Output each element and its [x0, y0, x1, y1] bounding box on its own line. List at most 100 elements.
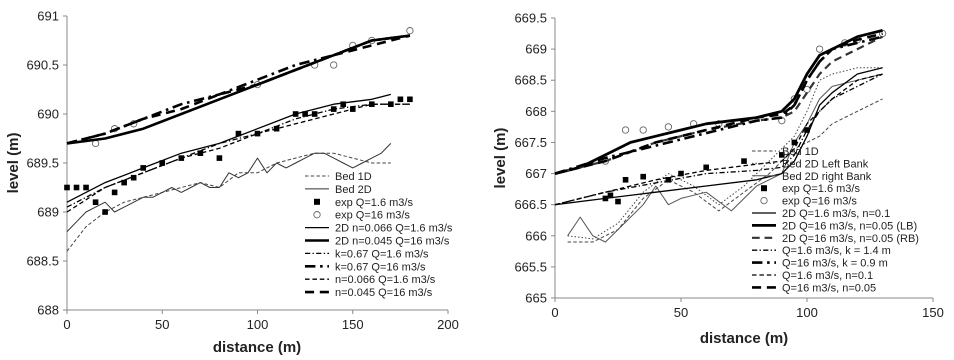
- legend-label: 2D n=0.066 Q=1.6 m3/s: [335, 223, 453, 235]
- series-line: [554, 73, 883, 206]
- legend-marker: [313, 211, 321, 219]
- y-tick-label: 689: [37, 205, 59, 220]
- y-tick-label: 666: [525, 228, 547, 243]
- data-point-square: [678, 170, 684, 177]
- y-tick-label: 667: [525, 166, 547, 181]
- legend-label: 2D n=0.045 Q=16 m3/s: [335, 236, 450, 248]
- legend-label: Bed 2D Left Bank: [782, 158, 869, 170]
- series-line: [66, 103, 410, 208]
- y-tick-label: 690: [37, 107, 59, 122]
- data-point-square: [216, 155, 223, 161]
- legend-marker: [760, 196, 768, 205]
- data-point-square: [779, 152, 785, 158]
- series-line: [554, 32, 883, 175]
- legend-label: n=0.066 Q=1.6 m3/s: [335, 274, 436, 286]
- legend-label: 2D Q=16 m3/s, n=0.05 (LB): [782, 220, 917, 232]
- legend-label: Q=16 m3/s, k = 0.9 m: [782, 258, 888, 270]
- data-point-square: [397, 96, 404, 103]
- legend-marker: [761, 185, 767, 192]
- legend-label: exp Q=16 m3/s: [782, 196, 857, 208]
- y-tick-label: 691: [37, 9, 59, 24]
- data-point-circle: [639, 126, 647, 134]
- data-point-circle: [406, 27, 414, 35]
- series-line: [554, 29, 883, 175]
- data-point-square: [640, 173, 646, 180]
- series-line: [66, 93, 391, 203]
- legend-label: exp Q=1.6 m3/s: [335, 197, 413, 209]
- x-tick-label: 150: [922, 305, 944, 320]
- x-tick-label: 0: [551, 305, 558, 320]
- data-point-square: [703, 164, 709, 171]
- y-tick-label: 668.5: [514, 73, 547, 88]
- data-point-square: [111, 189, 118, 196]
- series-line: [66, 103, 410, 213]
- x-tick-label: 0: [63, 317, 70, 332]
- series-line: [66, 34, 411, 145]
- data-point-circle: [621, 126, 630, 134]
- data-point-square: [791, 139, 798, 146]
- y-tick-label: 667.5: [514, 135, 547, 150]
- y-axis-title: level (m): [492, 128, 509, 189]
- data-point-circle: [815, 45, 824, 53]
- y-tick-label: 665.5: [514, 259, 547, 274]
- y-tick-label: 690.5: [26, 58, 59, 73]
- data-point-square: [330, 106, 337, 112]
- legend-label: Q=1.6 m3/s, k = 1.4 m: [782, 245, 891, 257]
- data-point-square: [159, 160, 166, 166]
- x-tick-label: 200: [437, 317, 459, 332]
- series-line: [66, 34, 411, 145]
- data-point-square: [369, 101, 375, 107]
- legend-label: Bed 1D: [335, 171, 372, 183]
- legend-label: Bed 1D: [782, 146, 819, 158]
- y-tick-label: 669.5: [514, 11, 547, 26]
- data-point-square: [340, 101, 347, 107]
- data-point-square: [92, 199, 99, 205]
- y-tick-label: 688: [37, 303, 59, 318]
- y-tick-label: 688.5: [26, 254, 59, 269]
- left-chart: 0 50 100 150 200 688 688.5 689 689.5 690 690.5 691 d…: [5, 9, 459, 357]
- data-point-circle: [664, 123, 673, 131]
- legend-label: Bed 2D: [335, 184, 372, 196]
- data-point-square: [64, 184, 70, 191]
- series-line: [567, 67, 883, 240]
- series-line: [554, 67, 883, 206]
- legend-label: k=0.67 Q=1.6 m3/s: [335, 248, 429, 260]
- data-point-square: [741, 158, 747, 164]
- x-axis-title: distance (m): [700, 330, 788, 347]
- legend-label: exp Q=1.6 m3/s: [782, 183, 860, 195]
- right-chart: 0 50 100 150 665 665.5 666 666.5 667 667.5 668 668.…: [492, 11, 944, 348]
- x-tick-label: 150: [342, 317, 364, 332]
- x-tick-label: 50: [155, 317, 169, 332]
- y-tick-label: 669: [525, 42, 547, 57]
- series-line: [554, 73, 883, 206]
- data-point-square: [622, 176, 629, 183]
- legend-label: exp Q=16 m3/s: [335, 210, 410, 222]
- x-axis-title: distance (m): [213, 339, 301, 356]
- y-tick-label: 689.5: [26, 156, 59, 171]
- series-line: [567, 98, 883, 243]
- y-tick-label: 665: [525, 291, 547, 306]
- data-point-square: [73, 184, 80, 191]
- legend-label: Q=16 m3/s, n=0.05: [782, 282, 876, 294]
- x-tick-label: 100: [796, 305, 818, 320]
- data-point-square: [130, 174, 137, 181]
- y-tick-label: 666.5: [514, 197, 547, 212]
- x-tick-label: 100: [247, 317, 269, 332]
- data-point-square: [615, 198, 621, 205]
- series-line: [554, 35, 883, 175]
- y-tick-label: 668: [525, 104, 547, 119]
- series-line: [554, 35, 884, 175]
- data-point-square: [607, 192, 614, 199]
- x-tick-label: 50: [674, 305, 688, 320]
- data-point-square: [121, 179, 127, 186]
- data-point-square: [665, 176, 672, 183]
- data-point-square: [407, 96, 413, 103]
- legend-label: 2D Q=1.6 m3/s, n=0.1: [782, 208, 890, 220]
- data-point-square: [83, 184, 89, 191]
- legend-label: Q=1.6 m3/s, n=0.1: [782, 270, 873, 282]
- legend-marker: [314, 198, 320, 205]
- legend-label: Bed 2D right Bank: [782, 171, 872, 183]
- data-point-square: [197, 150, 204, 156]
- series-line: [567, 73, 883, 243]
